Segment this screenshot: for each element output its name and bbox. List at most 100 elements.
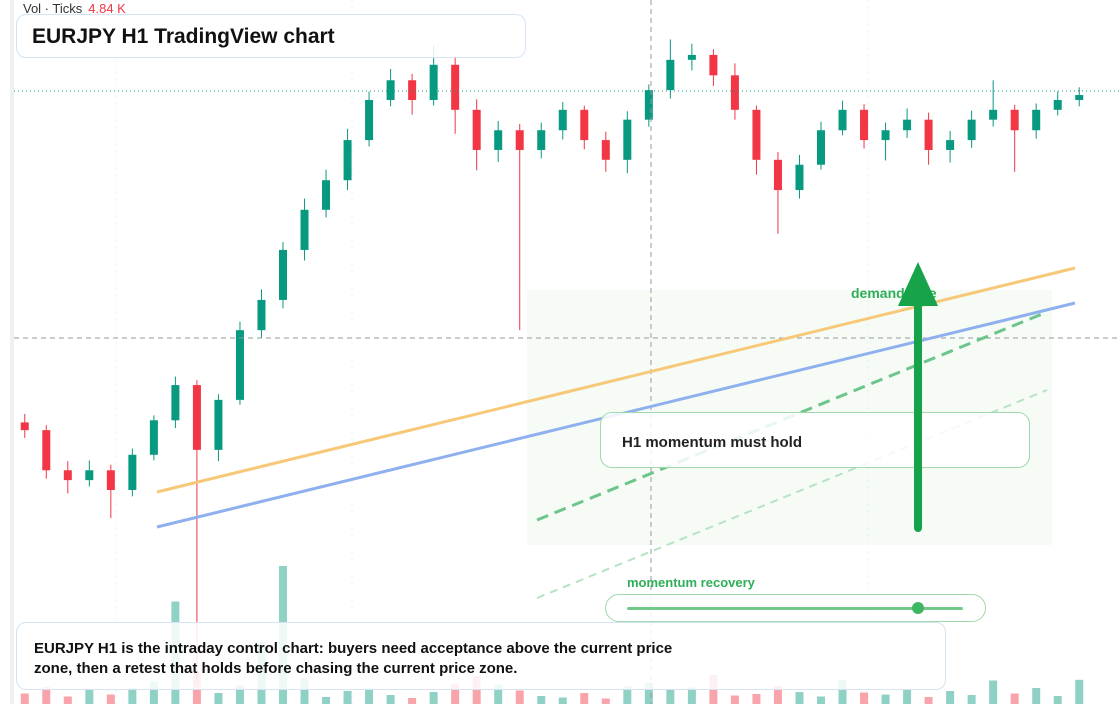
callout-box: H1 momentum must hold: [600, 412, 1030, 468]
slider[interactable]: [605, 594, 986, 622]
candle-body: [386, 80, 395, 100]
volume-bar: [149, 681, 158, 704]
candle-body: [365, 99, 374, 141]
volume-bar: [838, 680, 847, 704]
candle-body: [773, 159, 782, 191]
volume-bar: [989, 680, 998, 704]
candle-body: [279, 249, 287, 300]
volume-bar: [42, 687, 51, 704]
candle-body: [1010, 109, 1019, 131]
candle-body: [644, 90, 653, 120]
volume-bar: [472, 676, 481, 704]
volume-bar: [666, 689, 675, 704]
volume-bar: [322, 697, 331, 704]
candle-body: [881, 130, 890, 141]
candle-body: [235, 330, 244, 400]
volume-bar: [1032, 688, 1041, 704]
candle-body: [752, 109, 761, 160]
volume-bar: [773, 686, 782, 704]
volume-bar: [429, 692, 438, 704]
candle-body: [924, 119, 933, 150]
candle-body: [408, 80, 417, 100]
candle-body: [300, 209, 309, 250]
volume-bar: [63, 696, 72, 704]
volume-bar: [924, 697, 933, 704]
candle-body: [838, 109, 847, 131]
volume-value: 4.84 K: [88, 1, 126, 16]
volume-bar: [860, 692, 869, 704]
candle-body: [472, 109, 481, 150]
volume-bar: [730, 695, 739, 704]
chart-title: EURJPY H1 TradingView chart: [32, 25, 335, 48]
volume-bar: [343, 691, 352, 704]
slider-label: momentum recovery: [627, 575, 755, 590]
volume-bar: [494, 684, 503, 704]
candle-body: [214, 399, 223, 450]
candle-body: [192, 385, 201, 450]
title-box: EURJPY H1 TradingView chart: [16, 14, 526, 58]
volume-bar: [300, 678, 309, 704]
volume-bar: [20, 693, 29, 704]
callout-text: H1 momentum must hold: [622, 434, 803, 451]
candle-body: [343, 140, 352, 181]
candle-body: [537, 130, 546, 150]
volume-bar: [106, 694, 115, 704]
volume-bar: [752, 694, 761, 704]
volume-bar: [580, 693, 589, 704]
volume-bar: [601, 698, 610, 704]
left-edge: [10, 0, 14, 704]
candle-body: [1032, 109, 1041, 131]
candle-body: [623, 119, 632, 160]
candle-body: [709, 54, 718, 76]
candle-body: [494, 130, 503, 150]
candle-body: [967, 119, 976, 141]
candle-body: [515, 130, 524, 150]
volume-bar: [128, 688, 137, 704]
volume-bar: [795, 692, 804, 704]
candle-body: [171, 385, 180, 421]
candle-body: [989, 109, 998, 120]
volume-bar: [1075, 679, 1084, 704]
slider-knob[interactable]: [912, 602, 924, 614]
volume-bar: [687, 687, 696, 704]
zone-label: demand side: [851, 285, 937, 301]
volume-bar: [1010, 693, 1019, 704]
candle-body: [451, 64, 460, 110]
candle-body: [20, 422, 29, 431]
volume-bar: [558, 697, 567, 704]
volume-name: Vol · Ticks: [23, 1, 83, 16]
volume-bar: [386, 695, 395, 704]
candle-body: [946, 140, 955, 150]
volume-bar: [967, 695, 976, 704]
volume-bar: [235, 685, 244, 704]
volume-bar: [623, 686, 632, 704]
candle-body: [149, 420, 158, 455]
trendline-faint: [536, 389, 1048, 599]
candle-body: [795, 164, 804, 191]
candle-body: [1053, 99, 1062, 110]
slider-track: [627, 607, 963, 610]
volume-bar: [451, 683, 460, 704]
candle-body: [85, 470, 94, 481]
volume-bar: [903, 689, 912, 704]
caption: EURJPY H1 is the intraday control chart:…: [34, 640, 673, 677]
volume-bar: [515, 690, 524, 704]
volume-bar: [1053, 696, 1062, 704]
volume-bar: [817, 696, 825, 704]
candle-body: [730, 75, 739, 110]
volume-legend: Vol · Ticks 4.84 K: [23, 1, 126, 16]
candle-body: [63, 470, 72, 481]
candle-body: [429, 64, 438, 100]
volume-bar: [881, 694, 890, 704]
volume-bar: [537, 696, 546, 704]
candle-body: [1075, 95, 1084, 100]
volume-bar: [408, 698, 417, 704]
candle-body: [601, 140, 610, 160]
volume-bar: [85, 690, 94, 704]
volume-bar: [365, 688, 374, 704]
candle-body: [558, 109, 567, 131]
candle-body: [128, 454, 137, 490]
candle-body: [687, 54, 696, 60]
candle-body: [580, 109, 589, 141]
